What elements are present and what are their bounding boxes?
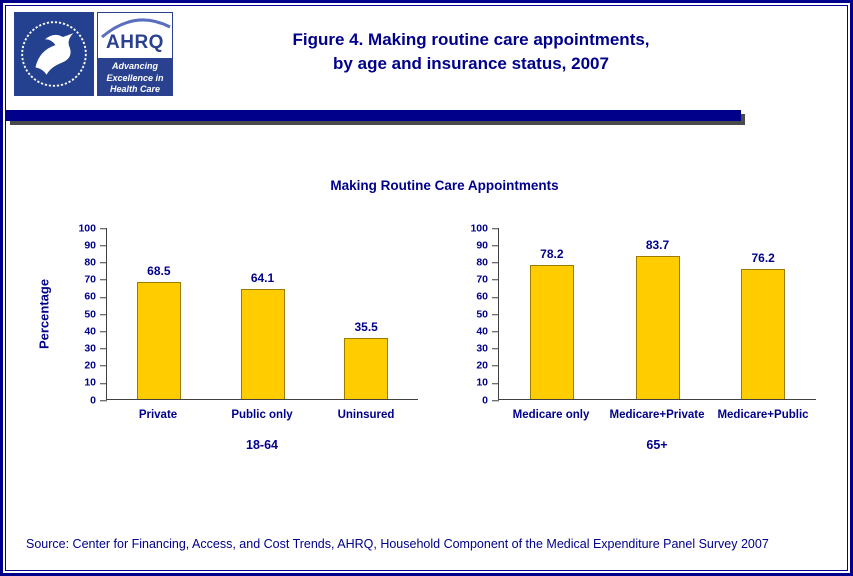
y-tick-label: 70 [476,273,499,286]
y-axis-title-column: Percentage [32,228,56,400]
y-tick-label: 60 [476,290,499,303]
bar [136,281,181,399]
bar [240,289,285,399]
category-label: Medicare+Public [717,409,809,421]
category-label: Private [138,409,178,421]
y-tick-label: 70 [84,273,107,286]
figure-title-line2: by age and insurance status, 2007 [333,53,609,73]
y-tick-label: 40 [84,324,107,337]
group-label: 18-64 [246,438,278,452]
category-label: Public only [231,409,293,421]
ahrq-tagline: Advancing Excellence in Health Care [98,58,172,95]
bar-slot: 78.2 [499,228,605,399]
x-axis-labels: Medicare only Medicare+Private Medicare+Pu… [498,400,816,452]
ahrq-logo-letters: AHRQ [106,32,164,54]
plot-area: 78.2 83.7 76.2 [498,228,816,400]
ahrq-tagline-line3: Health Care [109,83,161,94]
axis-plot: 0 10 20 30 40 50 60 70 80 90 100 78.2 83.7 76.2 [448,223,816,405]
group-label: 65+ [646,438,668,452]
y-tick-label: 20 [84,359,107,372]
y-tick-label: 80 [84,256,107,269]
y-tick-label: 60 [84,290,107,303]
figure-title: Figure 4. Making routine care appointmen… [173,28,839,96]
y-tick-label: 80 [476,256,499,269]
bar [635,255,680,399]
bar-slot: 83.7 [605,228,711,399]
y-tick-label: 90 [84,238,107,251]
ahrq-logo: AHRQ Advancing Excellence in Health Care [97,12,173,96]
ahrq-tagline-line1: Advancing [111,61,158,72]
x-axis-labels: Private Public only Uninsured 18-64 [106,400,418,452]
y-tick-label: 30 [476,342,499,355]
bar [344,338,389,399]
header-divider-bar [6,110,741,121]
bar-value-label: 83.7 [645,237,670,252]
logo-group: AHRQ Advancing Excellence in Health Care [14,12,173,96]
category-label: Medicare+Private [609,409,705,421]
bar-slot: 68.5 [107,228,211,399]
y-axis: 0 10 20 30 40 50 60 70 80 90 100 [448,223,499,405]
category-label: Medicare only [512,409,590,421]
bar-value-label: 76.2 [751,250,775,265]
y-tick-label: 40 [476,324,499,337]
bar-slot: 64.1 [211,228,315,399]
bar-slot: 35.5 [314,228,418,399]
source-note: Source: Center for Financing, Access, an… [26,537,769,551]
plot-area: 68.5 64.1 35.5 [106,228,418,400]
y-tick-label: 0 [482,393,499,406]
bar-value-label: 35.5 [354,320,378,335]
y-tick-label: 50 [476,307,499,320]
y-axis: 0 10 20 30 40 50 60 70 80 90 100 [56,223,107,405]
figure-title-line1: Figure 4. Making routine care appointmen… [292,30,650,49]
axis-plot: 0 10 20 30 40 50 60 70 80 90 100 68.5 64.1 35.5 [56,223,418,405]
page-inner-frame: AHRQ Advancing Excellence in Health Care… [5,5,848,571]
y-tick-label: 0 [90,393,107,406]
ahrq-letters-wrap: AHRQ [98,13,172,58]
category-label: Uninsured [337,409,395,421]
category-row: Private Public only Uninsured [106,409,418,421]
y-tick-label: 100 [78,221,107,234]
chart-title: Making Routine Care Appointments [330,178,559,193]
y-tick-label: 20 [476,359,499,372]
charts-row: Percentage 0 10 20 30 40 50 60 70 80 90 100 68.5 64… [32,223,816,452]
hhs-eagle-icon [21,21,87,87]
y-tick-label: 90 [476,238,499,251]
category-row: Medicare only Medicare+Private Medicare+Pu… [498,409,816,421]
bar-value-label: 68.5 [147,263,171,278]
bar-value-label: 64.1 [250,271,275,286]
ahrq-swoosh-icon [101,18,171,39]
bar [741,268,786,399]
y-tick-label: 10 [84,376,107,389]
y-axis-title: Percentage [36,278,52,350]
y-tick-label: 100 [470,221,499,234]
y-tick-label: 10 [476,376,499,389]
chart-age-18-64: 0 10 20 30 40 50 60 70 80 90 100 68.5 64.1 35.5 Priv… [56,223,418,452]
ahrq-tagline-line2: Excellence in [106,72,164,83]
bar-value-label: 78.2 [540,247,564,262]
y-tick-label: 50 [84,307,107,320]
bar-slot: 76.2 [710,228,816,399]
header: AHRQ Advancing Excellence in Health Care… [6,6,847,96]
bar [529,265,574,399]
hhs-logo [14,12,94,96]
chart-age-65-plus: 0 10 20 30 40 50 60 70 80 90 100 78.2 83.7 76.2 Medi… [448,223,816,452]
y-tick-label: 30 [84,342,107,355]
